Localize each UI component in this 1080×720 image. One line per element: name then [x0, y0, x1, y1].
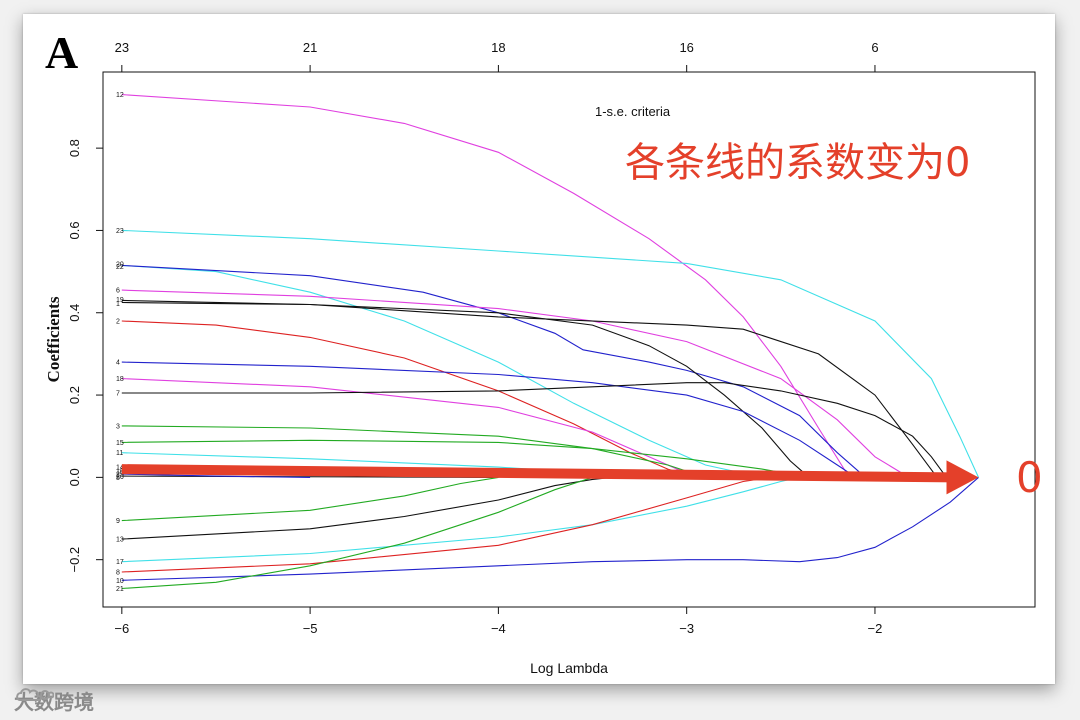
coef-line-17 [121, 476, 800, 563]
coef-line-8 [121, 476, 772, 573]
y-tick-label: 0.4 [67, 304, 82, 322]
criteria-label: 1-s.e. criteria [595, 104, 671, 119]
y-tick-label: −0.2 [67, 547, 82, 573]
curve-label-23: 23 [116, 228, 124, 235]
x-axis-title: Log Lambda [530, 660, 608, 676]
curve-label-7: 7 [116, 391, 120, 398]
curve-label-4: 4 [116, 360, 120, 367]
curve-label-14: 14 [116, 465, 124, 472]
curve-label-10: 10 [116, 578, 124, 585]
coef-line-1 [121, 301, 938, 478]
coef-line-23 [121, 229, 980, 478]
coef-line-20 [121, 264, 763, 478]
curve-label-26: 26 [116, 474, 124, 481]
y-tick-label: 0.2 [67, 386, 82, 404]
coef-line-2 [121, 320, 697, 478]
curve-label-2: 2 [116, 318, 120, 325]
cloud-logo-icon [16, 688, 54, 701]
curve-label-15: 15 [116, 440, 124, 447]
watermark-text: 大数跨境 [14, 689, 94, 714]
coefficient-path-chart: A 12232022619124187315111416252659131781… [44, 27, 1043, 676]
y-tick-label: 0.6 [67, 221, 82, 239]
top-tick-label: 18 [491, 40, 505, 55]
coef-line-9 [121, 476, 499, 522]
coef-line-5 [121, 473, 311, 478]
arrow-shaft [121, 464, 953, 483]
top-tick-label: 16 [679, 40, 693, 55]
figure-card: A 12 23 20 22 6 19 1 2 4 18 7 3 15 11 14 16 25 26 5 9 13 17 8 1… [23, 14, 1055, 684]
coef-line-22 [121, 264, 866, 478]
arrow-head [946, 460, 979, 495]
watermark: 大数跨境 [14, 684, 94, 716]
curve-label-21: 21 [116, 586, 124, 593]
curve-label-17: 17 [116, 559, 124, 566]
coef-line-21 [121, 476, 593, 590]
curve-label-22: 22 [116, 264, 124, 271]
curve-label-25: 25 [116, 472, 124, 479]
top-tick-label: 6 [871, 40, 878, 55]
coef-line-4 [121, 361, 857, 478]
x-tick-label: −3 [679, 621, 694, 636]
coef-line-13 [121, 476, 612, 540]
top-tick-label: 21 [303, 40, 317, 55]
x-tick-label: −4 [491, 621, 506, 636]
panel-label: A [45, 27, 78, 78]
curve-label-18: 18 [116, 376, 124, 383]
curve-label-11: 11 [116, 450, 123, 457]
coef-line-10 [121, 476, 979, 581]
coef-line-6 [121, 289, 910, 478]
x-tick-label: −6 [114, 621, 129, 636]
y-tick-label: 0.0 [67, 468, 82, 486]
coef-line-19 [121, 299, 810, 478]
plot-frame [102, 71, 1036, 608]
annotation-text: 各条线的系数变为0 [625, 140, 970, 186]
curve-label-5: 5 [116, 475, 120, 482]
curve-label-8: 8 [116, 570, 120, 577]
y-tick-label: 0.8 [67, 139, 82, 157]
coef-line-12 [121, 94, 876, 478]
curve-label-12: 12 [116, 92, 124, 99]
arrow-end-label: 0 [1016, 453, 1043, 502]
curve-label-19: 19 [116, 297, 124, 304]
curve-label-1: 1 [116, 301, 120, 308]
coef-line-15 [121, 439, 810, 478]
curve-label-6: 6 [116, 288, 120, 295]
curve-label-13: 13 [116, 537, 124, 544]
curve-label-16: 16 [116, 469, 124, 476]
curve-label-3: 3 [116, 423, 120, 430]
curve-label-9: 9 [116, 518, 120, 525]
x-tick-label: −5 [303, 621, 318, 636]
curve-label-20: 20 [116, 262, 124, 269]
top-tick-label: 23 [115, 40, 129, 55]
coef-line-7 [121, 382, 947, 478]
coef-line-3 [121, 425, 706, 478]
x-tick-label: −2 [868, 621, 883, 636]
y-axis-title: Coefficients [44, 296, 63, 382]
